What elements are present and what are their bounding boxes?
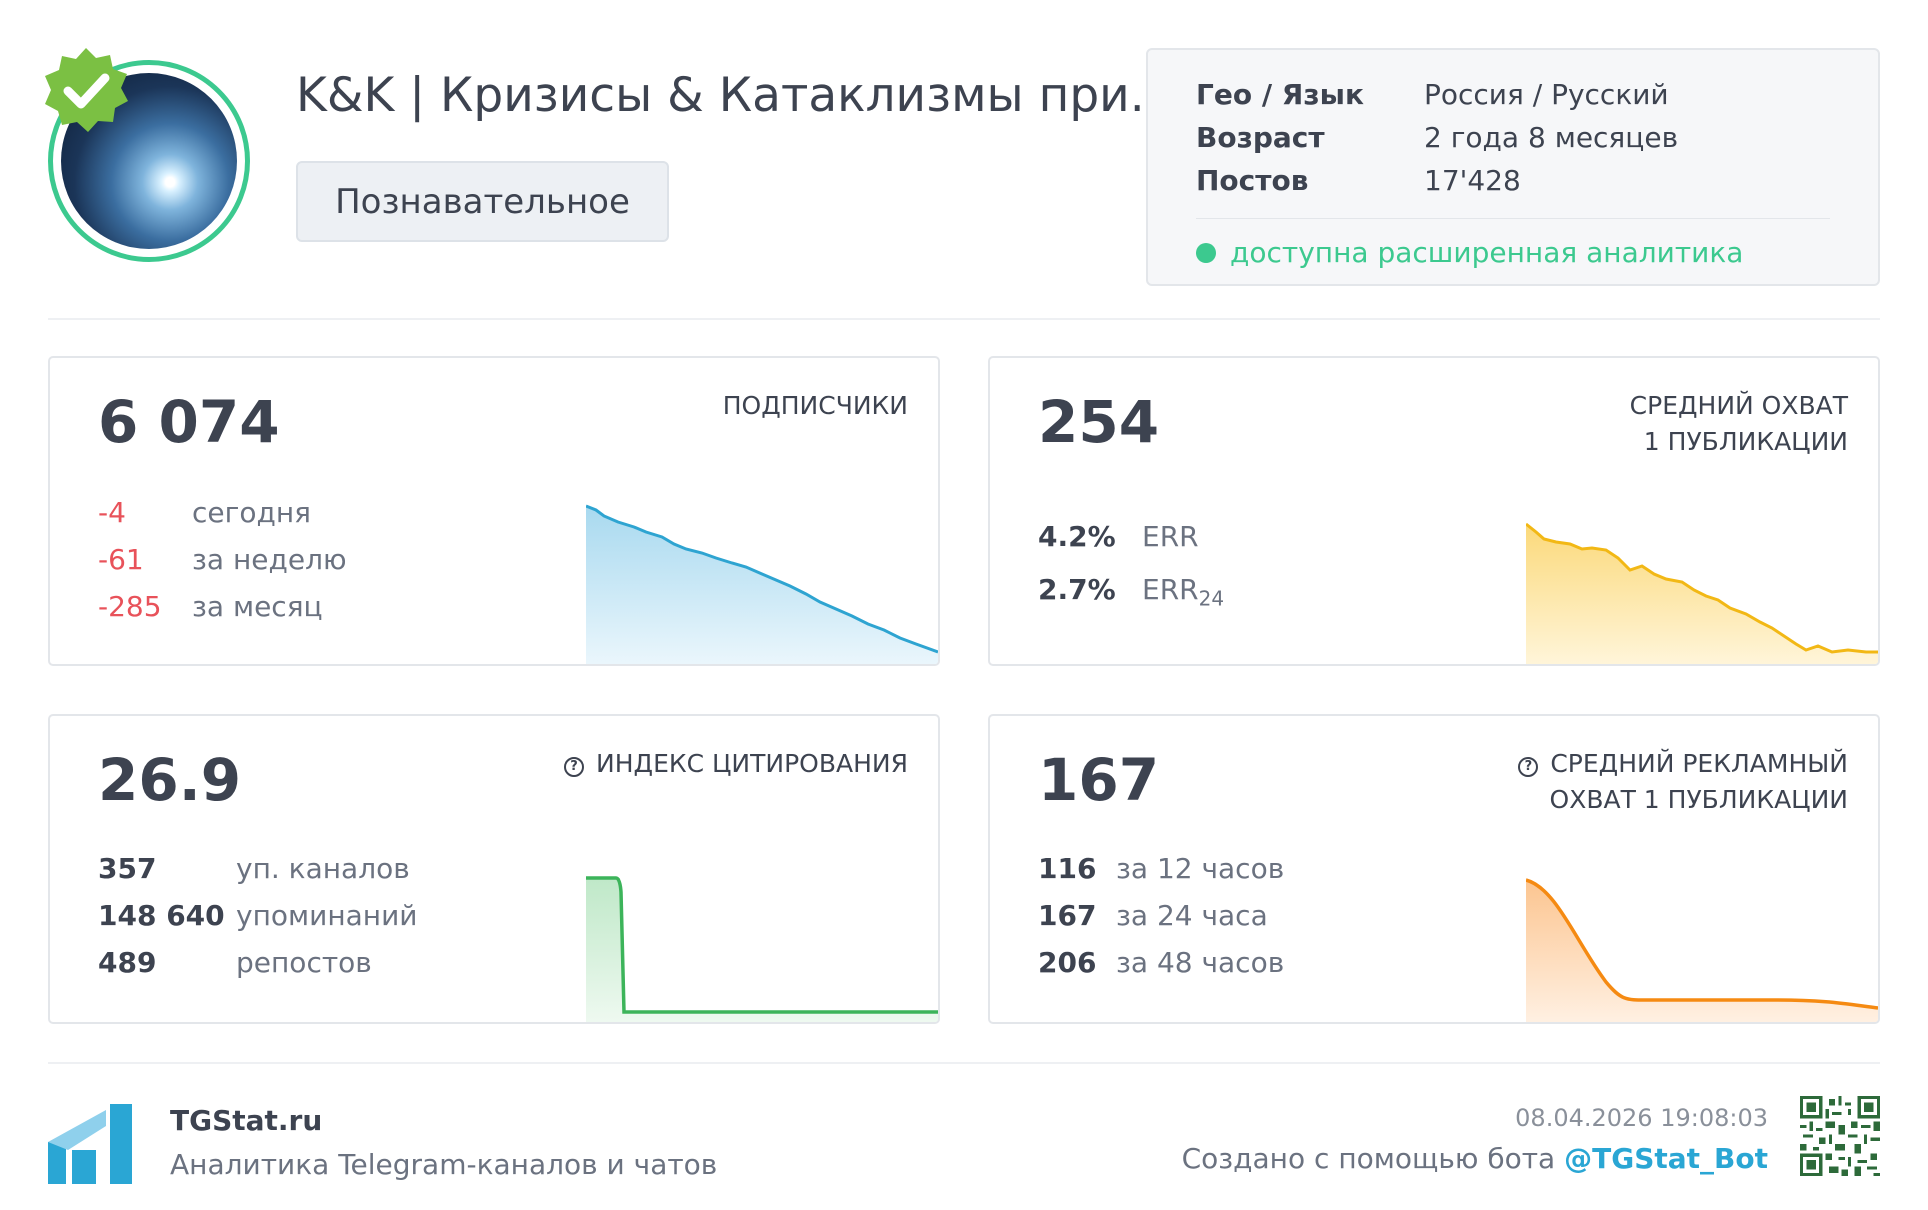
info-key: Постов xyxy=(1196,164,1309,197)
stat-value: 206 xyxy=(1038,946,1097,979)
err24-label-sub: 24 xyxy=(1198,586,1225,611)
stat-value: 116 xyxy=(1038,852,1097,885)
stat-label: репостов xyxy=(236,946,372,979)
reach-value: 254 xyxy=(1038,388,1160,456)
subscribers-label: ПОДПИСЧИКИ xyxy=(722,391,908,420)
info-divider xyxy=(1196,218,1830,219)
stat-value: 489 xyxy=(98,946,157,979)
err-label: ERR xyxy=(1142,520,1199,553)
reach-card[interactable]: 254 СРЕДНИЙ ОХВАТ 1 ПУБЛИКАЦИИ 4.2% ERR … xyxy=(988,356,1880,666)
stat-label: упоминаний xyxy=(236,899,418,932)
citation-sparkline xyxy=(586,876,938,1022)
analytics-label: доступна расширенная аналитика xyxy=(1230,236,1744,269)
ad-reach-label-line2: ОХВАТ 1 ПУБЛИКАЦИИ xyxy=(1549,785,1848,814)
stat-value: 148 640 xyxy=(98,899,225,932)
info-value: 2 года 8 месяцев xyxy=(1424,121,1679,154)
stat-value: 167 xyxy=(1038,899,1097,932)
brand-name[interactable]: TGStat.ru xyxy=(170,1104,323,1137)
info-key: Гео / Язык xyxy=(1196,78,1364,111)
stat-label: сегодня xyxy=(192,496,311,529)
info-key: Возраст xyxy=(1196,121,1325,154)
subscribers-count: 6 074 xyxy=(98,388,280,456)
err24-value: 2.7% xyxy=(1038,573,1116,606)
stat-label: за неделю xyxy=(192,543,347,576)
category-button[interactable]: Познавательное xyxy=(296,161,669,242)
extended-analytics-link[interactable]: доступна расширенная аналитика xyxy=(1196,236,1743,269)
status-dot-icon xyxy=(1196,242,1216,263)
question-circle-icon[interactable]: ? xyxy=(1518,757,1539,777)
ad-reach-label: ? СРЕДНИЙ РЕКЛАМНЫЙ ОХВАТ 1 ПУБЛИКАЦИИ xyxy=(1518,746,1848,818)
stat-value: -4 xyxy=(98,496,126,529)
made-with-bot: Создано с помощью бота @TGStat_Bot xyxy=(1182,1142,1768,1175)
citation-index: 26.9 xyxy=(98,746,242,814)
err24-label: ERR24 xyxy=(1142,573,1224,611)
channel-info-card: Гео / Язык Россия / Русский Возраст 2 го… xyxy=(1146,48,1880,286)
verified-badge-icon xyxy=(45,48,128,132)
info-value: 17'428 xyxy=(1424,164,1521,197)
subscribers-card[interactable]: 6 074 ПОДПИСЧИКИ -4 сегодня -61 за недел… xyxy=(48,356,940,666)
stat-label: уп. каналов xyxy=(236,852,410,885)
reach-label: СРЕДНИЙ ОХВАТ 1 ПУБЛИКАЦИИ xyxy=(1630,388,1848,460)
reach-label-line2: 1 ПУБЛИКАЦИИ xyxy=(1643,427,1848,456)
ad-reach-value: 167 xyxy=(1038,746,1160,814)
qr-code-icon xyxy=(1800,1096,1880,1176)
made-with-text: Создано с помощью бота xyxy=(1181,1142,1556,1175)
citation-card[interactable]: 26.9 ? ИНДЕКС ЦИТИРОВАНИЯ 357 уп. каналов… xyxy=(48,714,940,1024)
stat-value: -61 xyxy=(98,543,144,576)
stat-label: за 24 часа xyxy=(1116,899,1268,932)
stat-label: за месяц xyxy=(192,590,323,623)
stat-label: за 48 часов xyxy=(1116,946,1285,979)
tgstat-logo-icon[interactable] xyxy=(48,1104,132,1184)
bot-link[interactable]: @TGStat_Bot xyxy=(1564,1142,1768,1175)
subscribers-sparkline xyxy=(586,504,938,664)
channel-title: K&K | Кризисы & Катаклизмы при... xyxy=(296,68,1175,123)
stat-value: -285 xyxy=(98,590,162,623)
question-circle-icon[interactable]: ? xyxy=(564,757,585,777)
brand-tagline: Аналитика Telegram-каналов и чатов xyxy=(170,1148,718,1181)
stat-label: за 12 часов xyxy=(1116,852,1285,885)
header-divider xyxy=(48,318,1880,320)
stat-value: 357 xyxy=(98,852,157,885)
err-value: 4.2% xyxy=(1038,520,1116,553)
generated-timestamp: 08.04.2026 19:08:03 xyxy=(1515,1104,1768,1132)
ad-reach-card[interactable]: 167 ? СРЕДНИЙ РЕКЛАМНЫЙ ОХВАТ 1 ПУБЛИКАЦИ… xyxy=(988,714,1880,1024)
reach-label-line1: СРЕДНИЙ ОХВАТ xyxy=(1629,391,1848,420)
footer-divider xyxy=(48,1062,1880,1064)
reach-sparkline xyxy=(1526,522,1878,664)
err24-label-main: ERR xyxy=(1142,573,1199,606)
info-value: Россия / Русский xyxy=(1424,78,1669,111)
ad-reach-sparkline xyxy=(1526,878,1878,1022)
ad-reach-label-line1: СРЕДНИЙ РЕКЛАМНЫЙ xyxy=(1550,749,1848,778)
citation-label: ? ИНДЕКС ЦИТИРОВАНИЯ xyxy=(564,746,908,782)
citation-label-text: ИНДЕКС ЦИТИРОВАНИЯ xyxy=(596,749,908,778)
